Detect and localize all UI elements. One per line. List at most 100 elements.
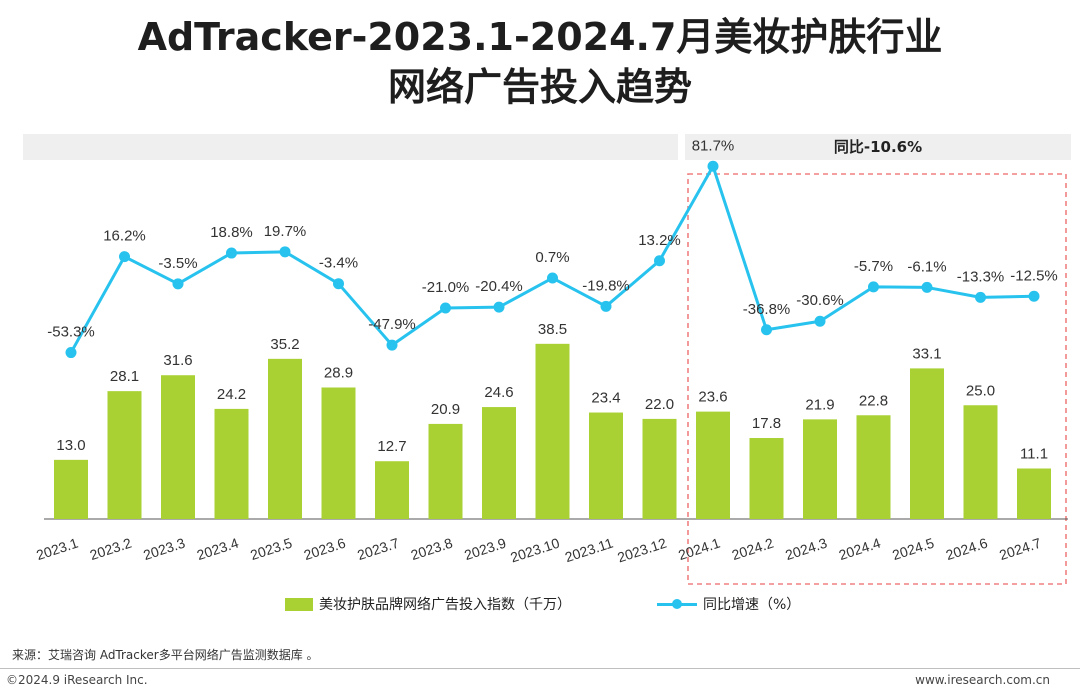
x-tick-2024.1: 2024.1 (676, 535, 722, 564)
yoy-point-2024.4 (868, 281, 879, 293)
x-tick-2023.9: 2023.9 (462, 535, 508, 564)
bar-label-2023.5: 35.2 (270, 336, 299, 353)
bar-label-2024.4: 22.8 (859, 392, 888, 409)
yoy-label-2023.11: -19.8% (582, 277, 630, 294)
bar-2023.3 (161, 375, 195, 519)
bar-2024.2 (749, 438, 784, 519)
yoy-label-2023.8: -21.0% (422, 279, 470, 296)
legend-item-bar: 美妆护肤品牌网络广告投入指数（千万） (285, 592, 571, 616)
bar-2024.4 (856, 415, 891, 519)
yoy-label-2023.5: 19.7% (264, 223, 307, 240)
bar-label-2024.2: 17.8 (752, 415, 781, 432)
yoy-label-2024.7: -12.5% (1010, 267, 1058, 284)
bar-2023.11 (589, 412, 623, 519)
x-tick-2024.2: 2024.2 (730, 535, 776, 564)
x-tick-2023.4: 2023.4 (195, 535, 241, 564)
bar-2024.5 (910, 368, 944, 519)
x-tick-2024.3: 2024.3 (783, 535, 829, 564)
legend-bar-swatch (285, 597, 313, 611)
bar-label-2023.10: 38.5 (538, 321, 567, 338)
yoy-point-2023.5 (279, 246, 291, 258)
bar-label-2024.7: 11.1 (1020, 445, 1048, 462)
x-tick-2024.6: 2024.6 (944, 535, 990, 564)
bar-label-2024.1: 23.6 (698, 389, 727, 406)
yoy-label-2023.10: 0.7% (535, 249, 569, 266)
yoy-point-2023.4 (226, 247, 237, 259)
bar-2023.4 (214, 408, 249, 519)
bar-label-2023.11: 23.4 (591, 390, 620, 407)
yoy-label-2023.6: -3.4% (319, 255, 358, 272)
yoy-label-2024.1: 81.7% (692, 137, 735, 154)
yoy-point-2023.12 (654, 255, 665, 267)
chart-title-line2: 网络广告投入趋势 (387, 65, 692, 109)
yoy-label-2024.3: -30.6% (796, 292, 844, 309)
x-tick-2023.12: 2023.12 (615, 535, 668, 566)
yoy-label-2024.2: -36.8% (743, 301, 791, 318)
yoy-point-2023.1 (65, 347, 77, 359)
x-tick-2024.7: 2024.7 (997, 535, 1043, 564)
yoy-label-2024.6: -13.3% (957, 268, 1005, 285)
bar-label-2023.4: 24.2 (217, 386, 246, 403)
bar-label-2023.7: 12.7 (377, 438, 406, 455)
legend-line-label: 同比增速（%） (703, 597, 801, 613)
bar-label-2024.6: 25.0 (966, 382, 995, 399)
yoy-point-2023.11 (600, 300, 612, 312)
yoy-label-2023.2: 16.2% (103, 228, 146, 245)
legend: 美妆护肤品牌网络广告投入指数（千万） 同比增速（%） (0, 592, 1080, 616)
bar-label-2023.3: 31.6 (163, 352, 192, 369)
bar-2023.6 (321, 387, 356, 519)
x-tick-2023.8: 2023.8 (409, 535, 455, 564)
yoy-point-2024.1 (707, 160, 719, 172)
x-tick-2023.6: 2023.6 (302, 535, 348, 564)
bar-2023.8 (428, 423, 463, 519)
x-tick-2023.11: 2023.11 (563, 535, 615, 566)
yoy-point-2023.10 (547, 272, 558, 284)
x-tick-2023.10: 2023.10 (508, 535, 561, 566)
bar-2023.7 (375, 461, 409, 519)
header-band-2023 (23, 134, 678, 160)
yoy-point-2024.6 (975, 291, 986, 303)
bar-label-2024.3: 21.9 (805, 396, 834, 413)
legend-bar-label: 美妆护肤品牌网络广告投入指数（千万） (319, 597, 571, 613)
yoy-label-2024.5: -6.1% (907, 258, 946, 275)
yoy-point-2023.3 (172, 278, 184, 290)
bar-2024.1 (696, 411, 730, 519)
website: www.iresearch.com.cn (915, 673, 1050, 687)
bar-label-2024.5: 33.1 (912, 345, 941, 362)
highlight-box-2024 (687, 173, 1067, 585)
chart-title-line1: AdTracker-2023.1-2024.7月美妆护肤行业 (137, 15, 943, 59)
x-tick-2023.7: 2023.7 (355, 535, 401, 564)
yoy-label-2023.9: -20.4% (475, 278, 523, 295)
footer-divider (0, 668, 1080, 669)
x-tick-2023.1: 2023.1 (34, 535, 80, 564)
yoy-point-2023.9 (493, 301, 505, 313)
yoy-point-2024.2 (761, 324, 772, 336)
yoy-label-2023.3: -3.5% (158, 255, 197, 272)
bar-2024.7 (1017, 468, 1051, 519)
bar-label-2023.9: 24.6 (484, 384, 513, 401)
bar-label-2023.8: 20.9 (431, 401, 460, 418)
bar-label-2023.1: 13.0 (56, 437, 85, 454)
x-tick-2024.4: 2024.4 (837, 535, 883, 564)
source-note: 来源：艾瑞咨询 AdTracker多平台网络广告监测数据库 。 (12, 648, 319, 662)
yoy-label-2023.12: 13.2% (638, 232, 681, 249)
x-tick-2023.5: 2023.5 (248, 535, 294, 564)
yoy-point-2023.8 (440, 302, 451, 314)
yoy-label-2024.4: -5.7% (854, 258, 893, 275)
x-tick-2023.3: 2023.3 (141, 535, 187, 564)
x-tick-2024.5: 2024.5 (890, 535, 936, 564)
yoy-point-2024.3 (814, 315, 826, 327)
yoy-point-2024.7 (1028, 290, 1040, 302)
x-tick-2023.2: 2023.2 (88, 535, 134, 564)
yoy-point-2023.6 (333, 278, 344, 290)
bar-2023.1 (54, 459, 88, 519)
bar-label-2023.12: 22.0 (645, 396, 674, 413)
bar-2024.6 (963, 405, 998, 519)
header-band-2024-yoy: 同比-10.6% (685, 134, 1071, 160)
yoy-point-2023.2 (119, 251, 130, 263)
bar-label-2023.2: 28.1 (110, 368, 139, 385)
legend-line-swatch (657, 598, 697, 611)
bar-2023.2 (107, 391, 142, 519)
combo-chart: 13.0 28.1 31.6 24.2 35.2 28.9 12.7 20.9 24.6 38.5… (34, 137, 1068, 585)
bar-2023.12 (642, 418, 677, 519)
